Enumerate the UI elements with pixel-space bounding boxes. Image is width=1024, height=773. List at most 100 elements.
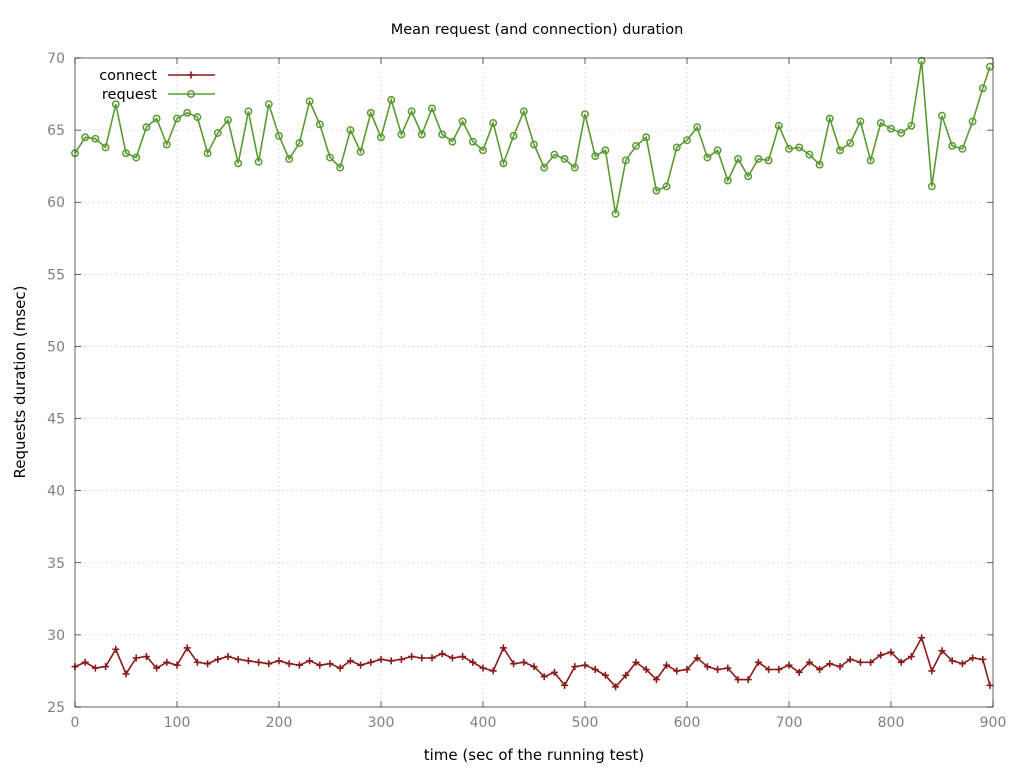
connect-point: [357, 661, 365, 669]
request-point: [366, 108, 375, 117]
connect-point: [214, 655, 222, 663]
request-point: [417, 130, 426, 139]
x-tick-label: 600: [674, 715, 701, 731]
connect-point: [734, 676, 742, 684]
connect-point: [255, 658, 263, 666]
connect-point: [948, 657, 956, 665]
request-point: [836, 146, 844, 155]
request-point: [509, 131, 518, 140]
connect-point: [418, 654, 426, 662]
axes: 0 100 200 300 400 500 600 700 800 900 25 30 35 40 45 50…: [47, 51, 1006, 731]
request-point: [785, 144, 793, 153]
connect-point: [805, 658, 813, 666]
connect-point: [856, 658, 864, 666]
connect-point: [204, 660, 212, 668]
request-point: [560, 155, 569, 163]
series-connect: [71, 634, 994, 691]
request-line: [74, 60, 991, 214]
request-point: [193, 113, 202, 122]
request-point: [448, 137, 457, 146]
request-point: [387, 95, 396, 104]
connect-point: [459, 653, 467, 661]
connect-point: [122, 670, 130, 678]
request-point: [632, 142, 640, 150]
y-tick-label: 65: [47, 123, 65, 139]
connect-point: [663, 661, 671, 669]
connect-point: [499, 644, 507, 652]
request-point: [938, 111, 946, 120]
request-point: [101, 143, 110, 152]
y-tick-label: 60: [47, 195, 65, 211]
connect-point: [652, 676, 660, 684]
connect-point: [326, 660, 334, 668]
request-point: [213, 129, 222, 137]
connect-point: [775, 666, 783, 674]
x-tick-label: 100: [164, 715, 191, 731]
x-tick-label: 0: [71, 715, 80, 731]
connect-point: [153, 664, 161, 672]
request-point: [591, 152, 600, 161]
chart-title: Mean request (and connection) duration: [391, 22, 684, 38]
x-tick-label: 500: [572, 715, 599, 731]
request-point: [479, 146, 487, 155]
request-point: [825, 114, 834, 123]
request-point: [377, 133, 385, 142]
request-point: [254, 157, 263, 166]
connect-point: [561, 681, 569, 689]
connect-point: [112, 645, 120, 653]
connect-point: [520, 658, 528, 666]
request-point: [713, 146, 722, 155]
request-point: [856, 117, 865, 126]
connect-point: [673, 667, 681, 675]
connect-point: [367, 658, 375, 666]
connect-point: [632, 658, 640, 666]
connect-point: [275, 657, 283, 665]
y-tick-label: 55: [47, 267, 65, 283]
connect-point: [550, 668, 558, 676]
request-point: [968, 117, 977, 126]
connect-point: [642, 666, 650, 674]
connect-point: [336, 664, 344, 672]
y-tick-label: 40: [47, 484, 65, 500]
request-point: [336, 163, 345, 172]
request-point: [111, 100, 120, 109]
request-point: [662, 182, 671, 191]
request-point: [897, 129, 906, 137]
connect-point: [448, 654, 456, 662]
connect-point: [969, 654, 977, 662]
connect-point: [765, 666, 773, 674]
request-point: [438, 130, 447, 139]
y-tick-label: 45: [47, 412, 65, 428]
request-point: [774, 121, 783, 130]
request-point: [754, 155, 763, 163]
connect-point: [591, 666, 599, 674]
connect-point: [224, 653, 232, 661]
connect-point: [897, 658, 905, 666]
connect-point: [958, 660, 966, 668]
connect-point: [571, 663, 579, 671]
request-point: [285, 155, 294, 163]
connect-point: [979, 655, 987, 663]
series-request: [71, 56, 994, 218]
request-point: [723, 176, 732, 185]
connect-point: [438, 650, 446, 658]
connect-point: [132, 654, 140, 662]
y-tick-label: 35: [47, 556, 65, 572]
request-point: [652, 186, 661, 195]
request-point: [132, 153, 141, 162]
request-point: [581, 110, 589, 119]
legend-marker-request: [187, 90, 195, 98]
x-tick-label: 400: [470, 715, 497, 731]
legend-label-connect: connect: [99, 68, 157, 84]
connect-point: [724, 664, 732, 672]
request-point: [346, 126, 355, 135]
request-point: [519, 107, 528, 116]
connect-point: [795, 668, 803, 676]
connect-point: [234, 655, 242, 663]
connect-point: [377, 655, 385, 663]
y-tick-label: 50: [47, 339, 65, 355]
request-point: [458, 117, 467, 126]
legend: connect request: [99, 68, 215, 103]
request-point: [734, 155, 742, 163]
